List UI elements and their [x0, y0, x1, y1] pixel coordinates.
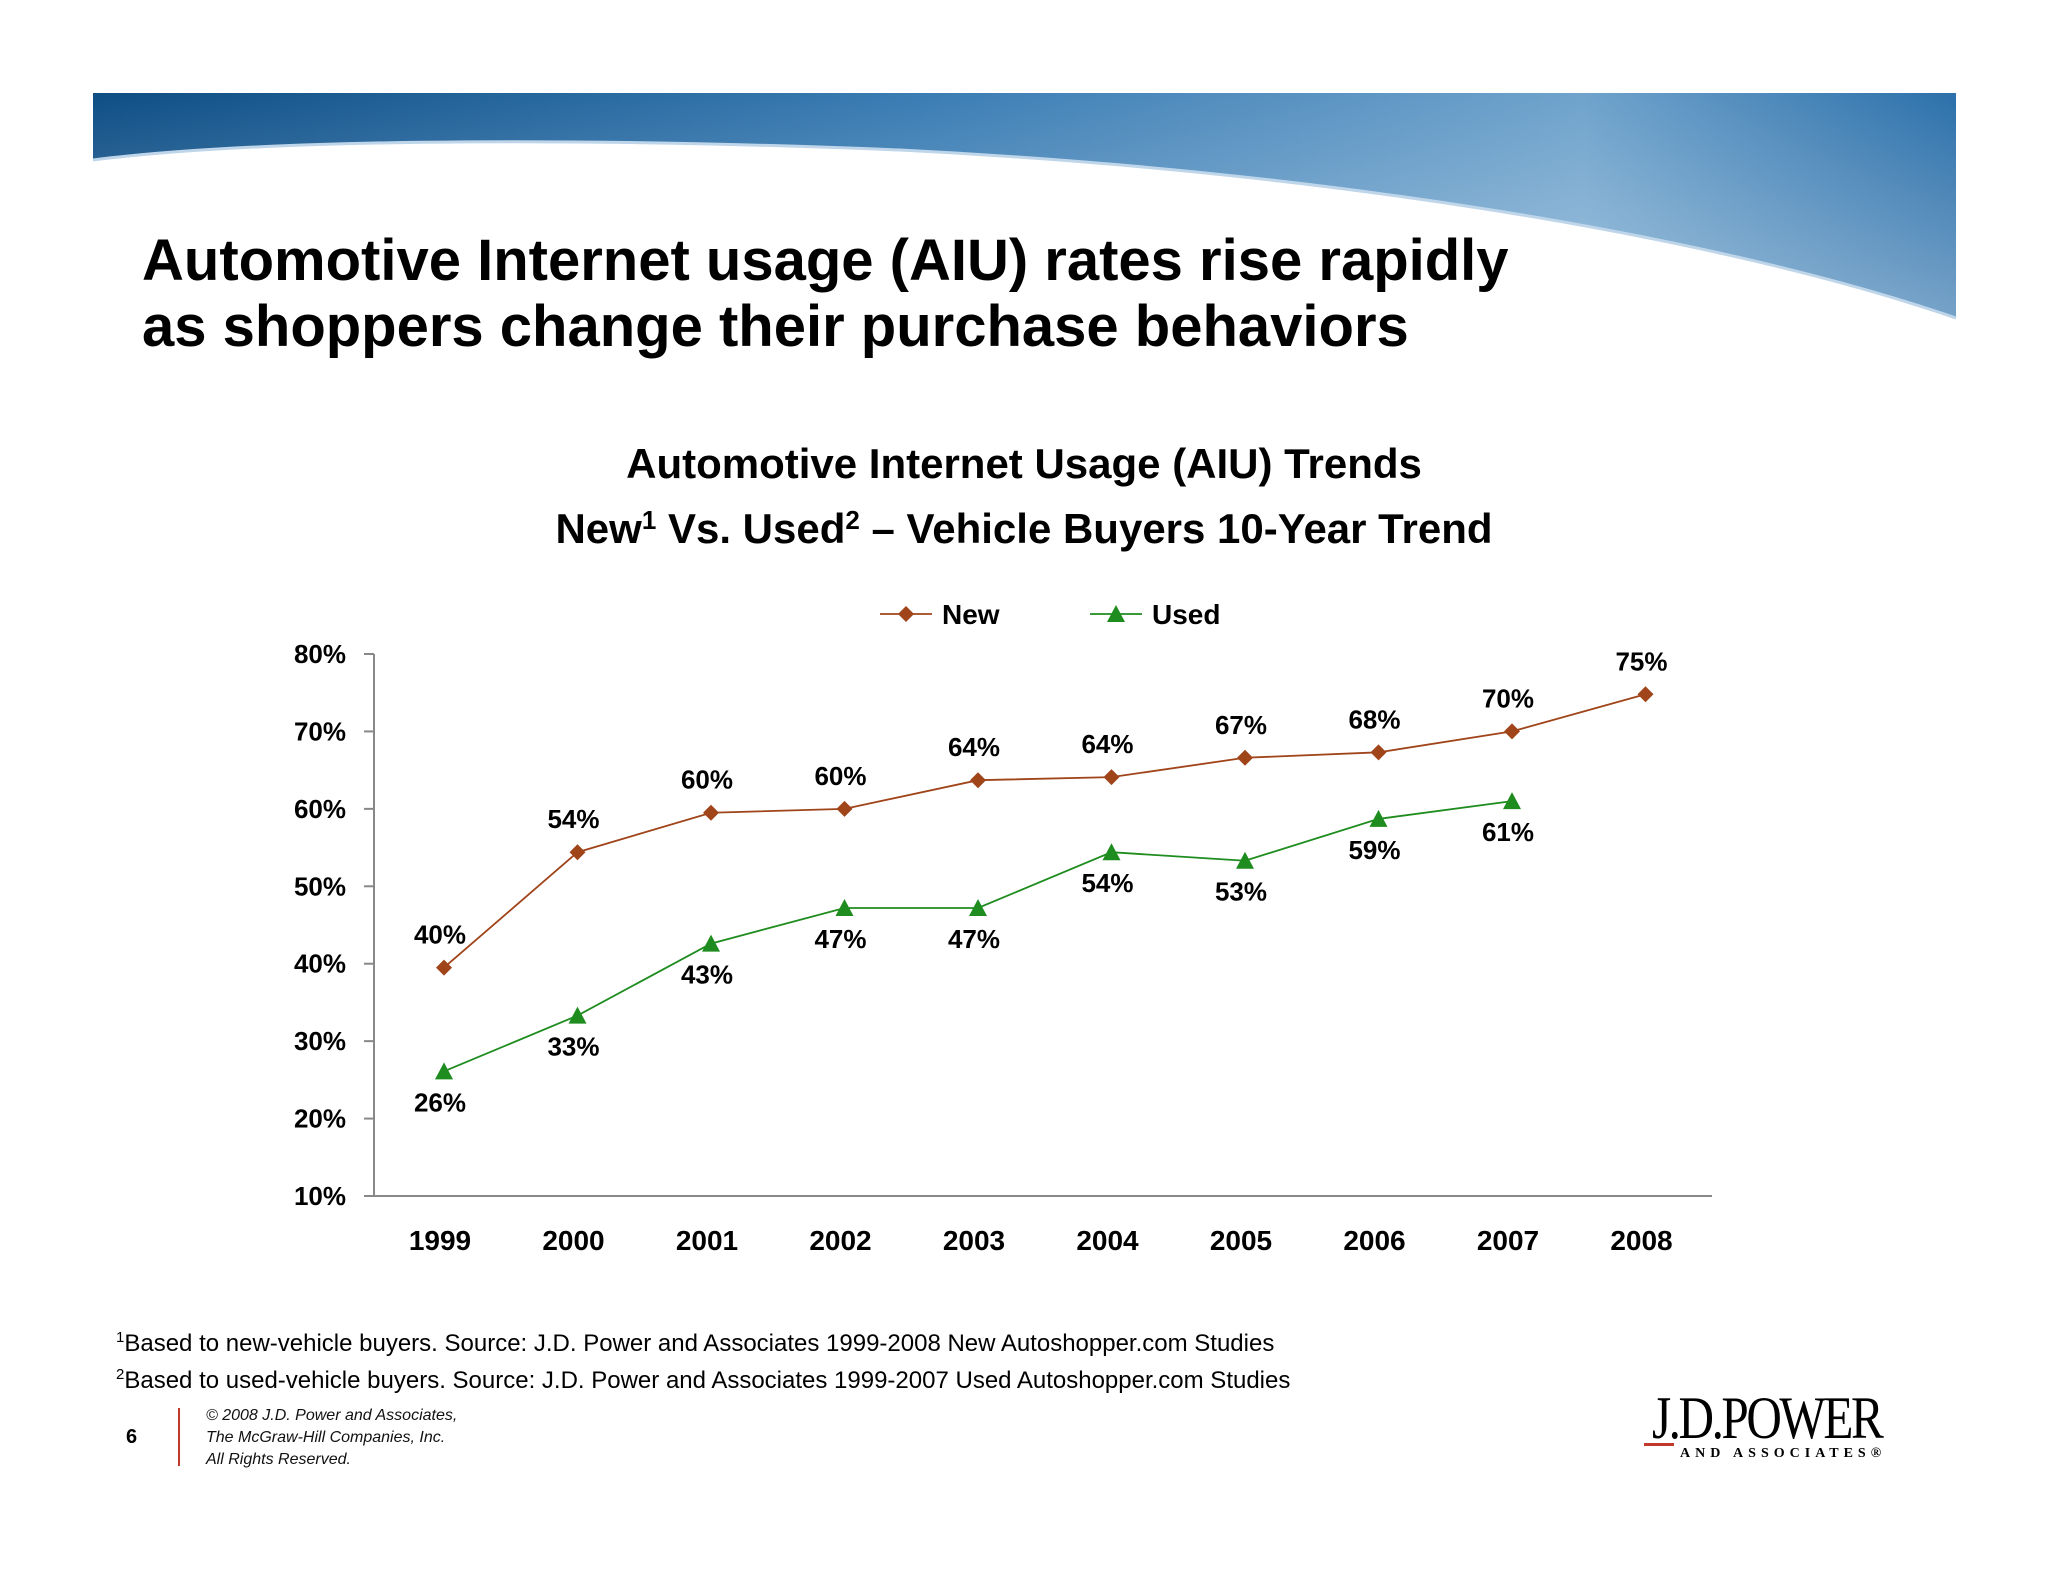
used-data-label: 33% [547, 1032, 599, 1062]
new-data-point [1637, 686, 1654, 703]
page-number: 6 [126, 1426, 138, 1448]
new-data-label: 68% [1348, 704, 1400, 734]
logo-wordmark: J.D.POWER [1652, 1385, 1884, 1451]
x-tick-label: 2008 [1610, 1225, 1672, 1256]
new-data-label: 67% [1215, 710, 1267, 740]
new-data-point [1370, 744, 1387, 761]
new-data-point [436, 959, 452, 976]
new-data-label: 75% [1615, 646, 1667, 676]
y-tick-label: 20% [294, 1104, 346, 1134]
new-data-point [1237, 749, 1253, 766]
used-data-point [1102, 843, 1121, 861]
x-tick-label: 2007 [1477, 1225, 1539, 1256]
subtitle-new-footnote: 1 [641, 505, 657, 535]
footnote-1-text: Based to new-vehicle buyers. Source: J.D… [124, 1330, 1275, 1357]
used-data-point [1503, 792, 1521, 810]
footnote-1-marker: 1 [116, 1329, 125, 1346]
logo-subtitle: AND ASSOCIATES® [1680, 1446, 1887, 1461]
y-tick-label: 30% [294, 1026, 346, 1056]
footnote-1: 1Based to new-vehicle buyers. Source: J.… [116, 1322, 1290, 1359]
x-tick-label: 2006 [1343, 1225, 1405, 1256]
new-data-point [1504, 723, 1520, 740]
x-tick-label: 2000 [542, 1225, 604, 1256]
slide-title: Automotive Internet usage (AIU) rates ri… [142, 228, 1509, 360]
x-tick-label: 2005 [1210, 1225, 1272, 1256]
new-data-point [569, 844, 586, 861]
y-tick-label: 10% [294, 1181, 346, 1211]
chart-subtitle: New1 Vs. Used2 – Vehicle Buyers 10-Year … [0, 492, 2048, 557]
x-tick-label: 2003 [943, 1225, 1005, 1256]
x-tick-label: 1999 [409, 1225, 471, 1256]
legend-used-label: Used [1152, 599, 1220, 630]
new-data-point [1103, 769, 1120, 786]
footnote-2: 2Based to used-vehicle buyers. Source: J… [116, 1359, 1290, 1396]
new-data-label: 40% [414, 920, 466, 950]
y-tick-label: 50% [294, 871, 346, 901]
chart-title-line1: Automotive Internet Usage (AIU) Trends [626, 440, 1422, 487]
jd-power-logo: J.D.POWER AND ASSOCIATES® [1644, 1388, 1916, 1468]
subtitle-used-footnote: 2 [845, 505, 860, 535]
chart-title: Automotive Internet Usage (AIU) Trends N… [0, 436, 2048, 557]
copyright-notice: © 2008 J.D. Power and Associates, The Mc… [206, 1405, 457, 1471]
used-data-label: 47% [948, 924, 1000, 954]
y-tick-label: 40% [294, 949, 346, 979]
used-data-label: 26% [414, 1087, 466, 1117]
footnote-2-marker: 2 [116, 1366, 125, 1383]
used-data-point [568, 1006, 587, 1024]
x-tick-label: 2002 [809, 1225, 871, 1256]
y-tick-label: 80% [294, 639, 346, 669]
legend-new-label: New [942, 599, 1000, 630]
new-data-label: 64% [1081, 729, 1133, 759]
used-data-point [835, 898, 854, 916]
new-series-line [443, 693, 1646, 969]
header-banner [92, 93, 1957, 320]
new-data-label: 60% [814, 761, 866, 791]
used-data-point [1236, 851, 1254, 869]
logo-accent-line [1644, 1443, 1674, 1446]
new-data-point [836, 800, 853, 817]
footer-divider [178, 1408, 180, 1466]
x-tick-label: 2004 [1076, 1225, 1139, 1256]
copyright-line1: © 2008 J.D. Power and Associates, [206, 1407, 458, 1424]
new-data-label: 64% [948, 732, 1000, 762]
footnote-2-text: Based to used-vehicle buyers. Source: J.… [124, 1367, 1291, 1394]
used-data-label: 61% [1482, 817, 1534, 847]
new-data-label: 70% [1482, 683, 1534, 713]
copyright-line2: The McGraw-Hill Companies, Inc. [206, 1429, 446, 1446]
used-data-label: 47% [814, 924, 866, 954]
used-data-point [1369, 809, 1388, 827]
slide-title-line2: as shoppers change their purchase behavi… [142, 294, 1409, 359]
used-data-point [702, 934, 720, 952]
subtitle-rest: – Vehicle Buyers 10-Year Trend [859, 505, 1493, 552]
subtitle-vs: Vs. Used [656, 505, 846, 552]
legend-used-marker [1107, 605, 1125, 622]
y-tick-label: 60% [294, 794, 346, 824]
copyright-line3: All Rights Reserved. [206, 1451, 351, 1468]
used-data-point [435, 1062, 453, 1080]
used-data-label: 43% [681, 960, 733, 990]
used-data-point [969, 898, 987, 916]
new-data-point [970, 772, 986, 789]
y-tick-label: 70% [294, 716, 346, 746]
new-data-label: 60% [681, 765, 733, 795]
subtitle-new: New [555, 505, 642, 552]
x-tick-label: 2001 [676, 1225, 738, 1256]
slide-title-line1: Automotive Internet usage (AIU) rates ri… [142, 228, 1509, 293]
new-data-point [703, 804, 719, 821]
used-data-label: 54% [1081, 868, 1133, 898]
used-data-label: 53% [1215, 877, 1267, 907]
footnotes: 1Based to new-vehicle buyers. Source: J.… [116, 1322, 1290, 1396]
used-data-label: 59% [1348, 835, 1400, 865]
new-data-label: 54% [547, 804, 599, 834]
legend-new-marker [898, 606, 914, 622]
